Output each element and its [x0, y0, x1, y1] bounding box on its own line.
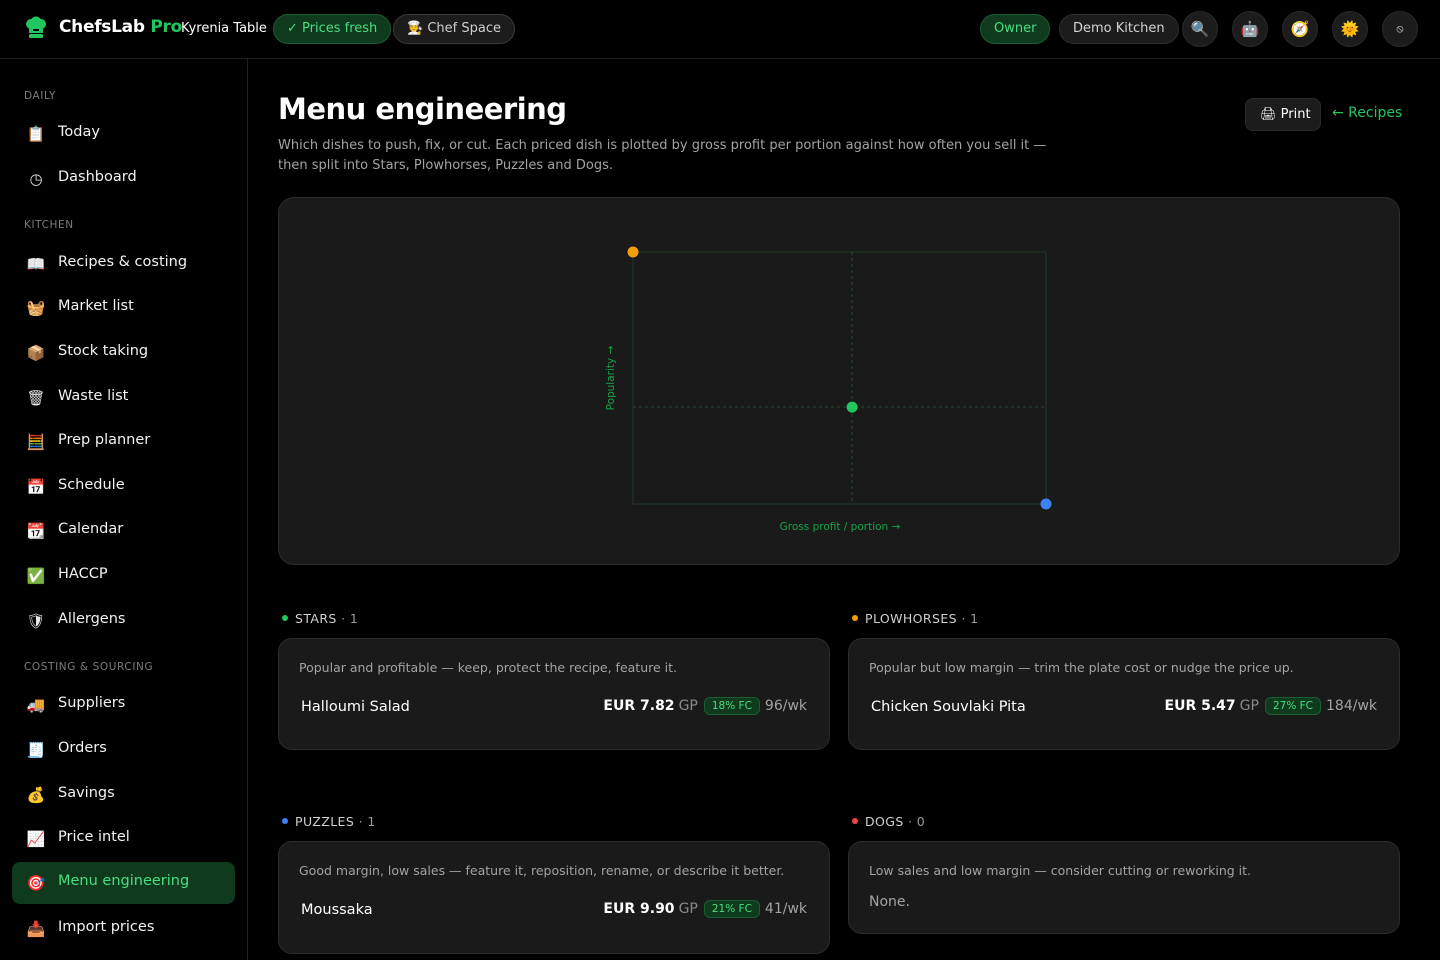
sidebar-item-savings[interactable]: 💰 Savings — [26, 785, 115, 804]
dish-name[interactable]: Chicken Souvlaki Pita — [871, 699, 1026, 715]
top-bar: ChefsLab Pro Kyrenia Table ✓ Prices fres… — [0, 0, 1440, 59]
point-moussaka[interactable] — [1040, 498, 1052, 510]
section-label-costing: COSTING & SOURCING — [24, 661, 154, 673]
sidebar-item-waste-list[interactable]: 🗑 Waste list — [26, 388, 129, 407]
printer-icon: 🖨 — [1260, 107, 1277, 122]
data-points — [627, 246, 1052, 510]
sidebar-item-orders[interactable]: 🧾 Orders — [26, 740, 107, 759]
stars-heading: STARS · 1 — [282, 611, 358, 626]
page-title: Menu engineering — [278, 92, 567, 126]
kitchen-name: Kyrenia Table — [181, 21, 267, 36]
sidebar: DAILY KITCHEN COSTING & SOURCING 📋 Today … — [0, 59, 248, 960]
robot-icon[interactable]: 🤖 — [1232, 11, 1268, 47]
target-icon: 🎯 — [26, 874, 46, 892]
puzzles-card: Good margin, low sales — feature it, rep… — [278, 841, 830, 954]
print-button[interactable]: 🖨 Print — [1245, 98, 1321, 131]
dish-metrics: EUR 9.90 GP 21% FC 41/wk — [603, 900, 807, 918]
check-box-icon: ✅ — [26, 567, 46, 585]
calendar-grid-icon: 📆 — [26, 522, 46, 540]
search-icon[interactable]: 🔍 — [1182, 11, 1218, 47]
chef-icon: 🧑‍🍳 — [407, 21, 424, 36]
chef-space-button[interactable]: 🧑‍🍳 Chef Space — [393, 14, 515, 44]
money-bag-icon: 💰 — [26, 786, 46, 804]
dish-name[interactable]: Moussaka — [301, 902, 373, 918]
truck-icon: 🚚 — [26, 696, 46, 714]
dogs-description: Low sales and low margin — consider cutt… — [869, 863, 1252, 878]
sidebar-item-haccp[interactable]: ✅ HACCP — [26, 566, 108, 585]
dish-metrics: EUR 5.47 GP 27% FC 184/wk — [1164, 697, 1377, 715]
page-description: Which dishes to push, fix, or cut. Each … — [278, 138, 1047, 173]
sidebar-item-prep-planner[interactable]: 🧮 Prep planner — [26, 432, 151, 451]
sidebar-item-suppliers[interactable]: 🚚 Suppliers — [26, 695, 126, 714]
compass-icon[interactable]: 🧭 — [1282, 11, 1318, 47]
sidebar-item-dashboard[interactable]: ◷ Dashboard — [12, 158, 235, 200]
stars-description: Popular and profitable — keep, protect t… — [299, 660, 678, 675]
food-cost-badge: 27% FC — [1264, 697, 1321, 715]
puzzles-dot — [282, 818, 288, 824]
demo-kitchen-button[interactable]: Demo Kitchen — [1059, 14, 1179, 44]
dogs-dot — [852, 818, 858, 824]
food-cost-badge: 18% FC — [703, 697, 760, 715]
empty-state: None. — [869, 894, 910, 910]
brand-name[interactable]: ChefsLab Pro — [59, 17, 182, 37]
clock-icon: ◷ — [29, 170, 43, 188]
x-axis-label: Gross profit / portion → — [780, 521, 901, 533]
power-icon[interactable]: ⦸ — [1382, 11, 1418, 47]
chef-hat-logo-icon[interactable] — [24, 16, 48, 40]
sun-theme-icon[interactable]: 🌞 — [1332, 11, 1368, 47]
wastebasket-icon: 🗑 — [26, 389, 46, 407]
clipboard-icon: 📋 — [26, 125, 46, 143]
trend-chart-icon: 📈 — [26, 830, 46, 848]
sidebar-item-today[interactable]: 📋 Today — [26, 124, 100, 143]
book-icon: 📖 — [26, 255, 46, 273]
sidebar-item-schedule[interactable]: 📅 Schedule — [26, 477, 125, 496]
stars-dot — [282, 615, 288, 621]
sidebar-item-market-list[interactable]: 🧺 Market list — [26, 298, 134, 317]
plowhorses-dot — [852, 615, 858, 621]
plowhorses-card: Popular but low margin — trim the plate … — [848, 638, 1400, 750]
receipt-icon: 🧾 — [26, 741, 46, 759]
stars-card: Popular and profitable — keep, protect t… — [278, 638, 830, 750]
plowhorses-heading: PLOWHORSES · 1 — [852, 611, 978, 626]
inbox-tray-icon: 📥 — [26, 920, 46, 938]
section-label-daily: DAILY — [24, 90, 57, 102]
role-badge[interactable]: Owner — [980, 14, 1051, 44]
abacus-icon: 🧮 — [26, 433, 46, 451]
plot-area-frame — [632, 251, 1047, 505]
y-axis-label: Popularity → — [605, 345, 617, 410]
sidebar-item-calendar[interactable]: 📆 Calendar — [26, 521, 124, 540]
sidebar-item-menu-engineering[interactable]: 🎯 Menu engineering — [12, 862, 235, 904]
point-chicken-souvlaki-pita[interactable] — [627, 246, 639, 258]
sidebar-item-import-prices[interactable]: 📥 Import prices — [26, 919, 155, 938]
point-halloumi-salad[interactable] — [846, 401, 858, 413]
puzzles-description: Good margin, low sales — feature it, rep… — [299, 863, 785, 878]
dish-metrics: EUR 7.82 GP 18% FC 96/wk — [603, 697, 807, 715]
dish-name[interactable]: Halloumi Salad — [301, 699, 410, 715]
prices-fresh-badge[interactable]: ✓ Prices fresh — [273, 14, 392, 44]
section-label-kitchen: KITCHEN — [24, 219, 74, 231]
sidebar-item-recipes[interactable]: 📖 Recipes & costing — [26, 254, 188, 273]
plowhorses-description: Popular but low margin — trim the plate … — [869, 660, 1294, 675]
sidebar-item-stock-taking[interactable]: 📦 Stock taking — [26, 343, 149, 362]
sidebar-item-price-intel[interactable]: 📈 Price intel — [26, 829, 130, 848]
shield-icon: 🛡 — [26, 612, 46, 630]
sidebar-item-allergens[interactable]: 🛡 Allergens — [26, 611, 126, 630]
scatter-plot: Gross profit / portion → Popularity → — [605, 246, 1052, 533]
food-cost-badge: 21% FC — [703, 900, 760, 918]
dogs-card: Low sales and low margin — consider cutt… — [848, 841, 1400, 934]
back-to-recipes-link[interactable]: ← Recipes — [1332, 105, 1403, 121]
package-icon: 📦 — [26, 344, 46, 362]
dogs-heading: DOGS · 0 — [852, 814, 925, 829]
puzzles-heading: PUZZLES · 1 — [282, 814, 376, 829]
calendar-icon: 📅 — [26, 478, 46, 496]
basket-icon: 🧺 — [26, 299, 46, 317]
menu-engineering-chart: Gross profit / portion → Popularity → — [278, 197, 1400, 565]
